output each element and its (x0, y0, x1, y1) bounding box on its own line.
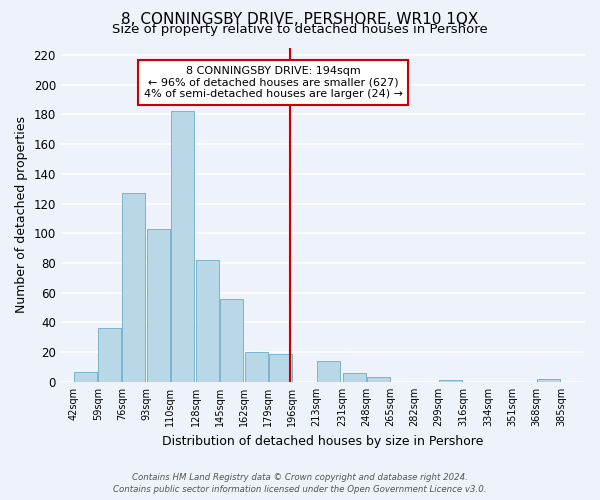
Bar (146, 229, 170, 382)
Bar (220, 298, 244, 382)
X-axis label: Distribution of detached houses by size in Pershore: Distribution of detached houses by size … (162, 434, 484, 448)
Text: Contains HM Land Registry data © Crown copyright and database right 2024.
Contai: Contains HM Land Registry data © Crown c… (113, 472, 487, 494)
Text: 8, CONNINGSBY DRIVE, PERSHORE, WR10 1QX: 8, CONNINGSBY DRIVE, PERSHORE, WR10 1QX (121, 12, 479, 28)
Y-axis label: Number of detached properties: Number of detached properties (15, 116, 28, 313)
Bar (343, 373, 365, 382)
Bar (245, 352, 268, 382)
Bar (269, 354, 292, 382)
Text: Size of property relative to detached houses in Pershore: Size of property relative to detached ho… (112, 22, 488, 36)
Bar (74, 372, 97, 382)
Text: 8 CONNINGSBY DRIVE: 194sqm
← 96% of detached houses are smaller (627)
4% of semi: 8 CONNINGSBY DRIVE: 194sqm ← 96% of deta… (143, 66, 403, 99)
Bar (439, 380, 462, 382)
Bar (367, 378, 390, 382)
Bar (98, 328, 121, 382)
Bar (171, 112, 194, 382)
Bar (122, 193, 145, 382)
Bar (537, 379, 560, 382)
Bar (317, 361, 340, 382)
Bar (196, 260, 220, 382)
